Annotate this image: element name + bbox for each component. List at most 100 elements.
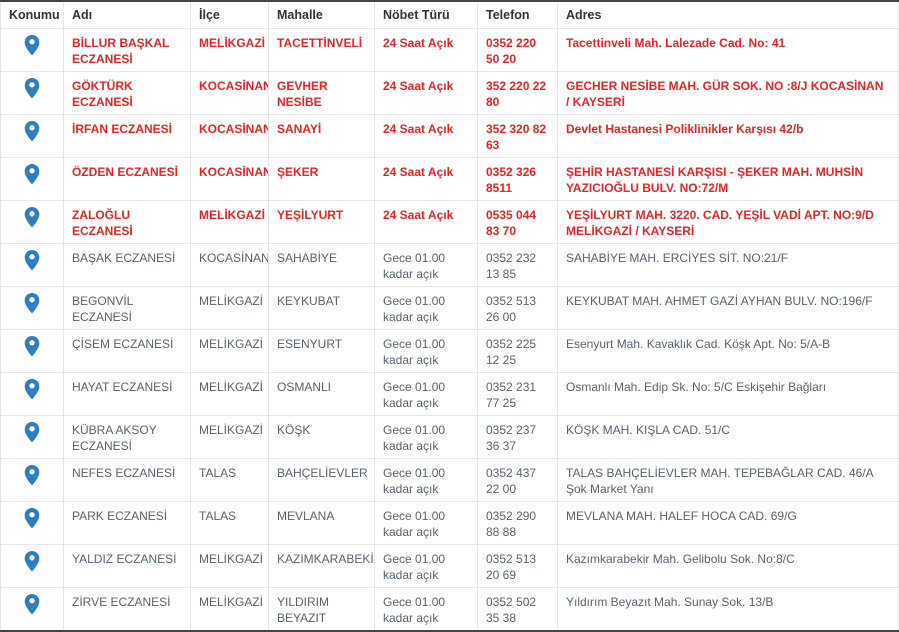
- location-cell: [0, 457, 64, 502]
- map-pin-icon[interactable]: [24, 421, 40, 443]
- pharmacy-name-cell: BEGONVİL ECZANESİ: [63, 285, 191, 330]
- pharmacy-name-cell: ÇİSEM ECZANESİ: [63, 328, 191, 373]
- map-pin-icon[interactable]: [24, 335, 40, 357]
- column-header-telefon: Telefon: [477, 0, 558, 29]
- duty-type-cell: 24 Saat Açık: [374, 199, 478, 244]
- phone-cell: 0352 231 77 25: [477, 371, 558, 416]
- location-cell: [0, 586, 64, 631]
- phone-cell: 0352 513 20 69: [477, 543, 558, 588]
- table-row: BEGONVİL ECZANESİ MELİKGAZİ KEYKUBAT Gec…: [0, 285, 899, 330]
- address-cell: ŞEHİR HASTANESİ KARŞISI - ŞEKER MAH. MUH…: [557, 156, 899, 201]
- column-header-adres: Adres: [557, 0, 899, 29]
- table-row: HAYAT ECZANESİ MELİKGAZİ OSMANLI Gece 01…: [0, 371, 899, 416]
- map-pin-icon[interactable]: [24, 120, 40, 142]
- neighborhood-cell: KAZIMKARABEKİR: [268, 543, 375, 588]
- pharmacy-name-cell: GÖKTÜRK ECZANESİ: [63, 70, 191, 115]
- column-header-konumu: Konumu: [0, 0, 64, 29]
- neighborhood-cell: OSMANLI: [268, 371, 375, 416]
- pharmacy-name-cell: ZİRVE ECZANESİ: [63, 586, 191, 631]
- duty-type-cell: Gece 01.00 kadar açık: [374, 242, 478, 287]
- address-cell: Osmanlı Mah. Edip Sk. No: 5/C Eskişehir …: [557, 371, 899, 416]
- district-cell: TALAS: [190, 457, 269, 502]
- location-cell: [0, 113, 64, 158]
- column-header-nobet-turu: Nöbet Türü: [374, 0, 478, 29]
- address-cell: KEYKUBAT MAH. AHMET GAZİ AYHAN BULV. NO:…: [557, 285, 899, 330]
- address-cell: Kazımkarabekir Mah. Gelibolu Sok. No:8/C: [557, 543, 899, 588]
- location-cell: [0, 328, 64, 373]
- table-row: BAŞAK ECZANESİ KOCASİNAN SAHABİYE Gece 0…: [0, 242, 899, 287]
- location-cell: [0, 543, 64, 588]
- pharmacy-name-cell: HAYAT ECZANESİ: [63, 371, 191, 416]
- table-row: BİLLUR BAŞKAL ECZANESİ MELİKGAZİ TACETTİ…: [0, 27, 899, 72]
- map-pin-icon[interactable]: [24, 77, 40, 99]
- map-pin-icon[interactable]: [24, 34, 40, 56]
- map-pin-icon[interactable]: [24, 464, 40, 486]
- duty-type-cell: 24 Saat Açık: [374, 70, 478, 115]
- table-row: ÇİSEM ECZANESİ MELİKGAZİ ESENYURT Gece 0…: [0, 328, 899, 373]
- map-pin-icon[interactable]: [24, 206, 40, 228]
- location-cell: [0, 500, 64, 545]
- district-cell: MELİKGAZİ: [190, 371, 269, 416]
- address-cell: Tacettinveli Mah. Lalezade Cad. No: 41: [557, 27, 899, 72]
- phone-cell: 0352 326 8511: [477, 156, 558, 201]
- duty-type-cell: Gece 01.00 kadar açık: [374, 328, 478, 373]
- phone-cell: 0352 225 12 25: [477, 328, 558, 373]
- map-pin-icon[interactable]: [24, 249, 40, 271]
- district-cell: TALAS: [190, 500, 269, 545]
- pharmacy-name-cell: KÜBRA AKSOY ECZANESİ: [63, 414, 191, 459]
- map-pin-icon[interactable]: [24, 507, 40, 529]
- district-cell: MELİKGAZİ: [190, 586, 269, 631]
- table-row: GÖKTÜRK ECZANESİ KOCASİNAN GEVHER NESİBE…: [0, 70, 899, 115]
- duty-type-cell: Gece 01.00 kadar açık: [374, 371, 478, 416]
- duty-type-cell: 24 Saat Açık: [374, 27, 478, 72]
- pharmacy-name-cell: PARK ECZANESİ: [63, 500, 191, 545]
- pharmacy-name-cell: BAŞAK ECZANESİ: [63, 242, 191, 287]
- district-cell: KOCASİNAN: [190, 113, 269, 158]
- duty-type-cell: Gece 01.00 kadar açık: [374, 586, 478, 631]
- map-pin-icon[interactable]: [24, 593, 40, 615]
- column-header-adi: Adı: [63, 0, 191, 29]
- pharmacy-name-cell: ÖZDEN ECZANESİ: [63, 156, 191, 201]
- district-cell: KOCASİNAN: [190, 242, 269, 287]
- neighborhood-cell: MEVLANA: [268, 500, 375, 545]
- table-row: YALDIZ ECZANESİ MELİKGAZİ KAZIMKARABEKİR…: [0, 543, 899, 588]
- neighborhood-cell: ŞEKER: [268, 156, 375, 201]
- phone-cell: 0352 437 22 00: [477, 457, 558, 502]
- map-pin-icon[interactable]: [24, 550, 40, 572]
- phone-cell: 0352 513 26 00: [477, 285, 558, 330]
- location-cell: [0, 156, 64, 201]
- pharmacy-name-cell: BİLLUR BAŞKAL ECZANESİ: [63, 27, 191, 72]
- location-cell: [0, 27, 64, 72]
- table-row: KÜBRA AKSOY ECZANESİ MELİKGAZİ KÖŞK Gece…: [0, 414, 899, 459]
- neighborhood-cell: YEŞİLYURT: [268, 199, 375, 244]
- address-cell: SAHABİYE MAH. ERCİYES SİT. NO:21/F: [557, 242, 899, 287]
- district-cell: MELİKGAZİ: [190, 414, 269, 459]
- address-cell: TALAS BAHÇELİEVLER MAH. TEPEBAĞLAR CAD. …: [557, 457, 899, 502]
- table-row: NEFES ECZANESİ TALAS BAHÇELİEVLER Gece 0…: [0, 457, 899, 502]
- map-pin-icon[interactable]: [24, 378, 40, 400]
- table-row: PARK ECZANESİ TALAS MEVLANA Gece 01.00 k…: [0, 500, 899, 545]
- district-cell: MELİKGAZİ: [190, 285, 269, 330]
- phone-cell: 0352 502 35 38: [477, 586, 558, 631]
- location-cell: [0, 242, 64, 287]
- phone-cell: 0352 220 50 20: [477, 27, 558, 72]
- location-cell: [0, 285, 64, 330]
- location-cell: [0, 414, 64, 459]
- map-pin-icon[interactable]: [24, 292, 40, 314]
- neighborhood-cell: ESENYURT: [268, 328, 375, 373]
- table-header-row: Konumu Adı İlçe Mahalle Nöbet Türü Telef…: [0, 0, 899, 29]
- map-pin-icon[interactable]: [24, 163, 40, 185]
- neighborhood-cell: SANAYİ: [268, 113, 375, 158]
- phone-cell: 0352 290 88 88: [477, 500, 558, 545]
- table-row: ZİRVE ECZANESİ MELİKGAZİ YILDIRIM BEYAZI…: [0, 586, 899, 631]
- district-cell: MELİKGAZİ: [190, 328, 269, 373]
- phone-cell: 0535 044 83 70: [477, 199, 558, 244]
- district-cell: KOCASİNAN: [190, 70, 269, 115]
- phone-cell: 0352 232 13 85: [477, 242, 558, 287]
- neighborhood-cell: BAHÇELİEVLER: [268, 457, 375, 502]
- district-cell: MELİKGAZİ: [190, 27, 269, 72]
- pharmacy-name-cell: YALDIZ ECZANESİ: [63, 543, 191, 588]
- district-cell: MELİKGAZİ: [190, 199, 269, 244]
- phone-cell: 352 220 22 80: [477, 70, 558, 115]
